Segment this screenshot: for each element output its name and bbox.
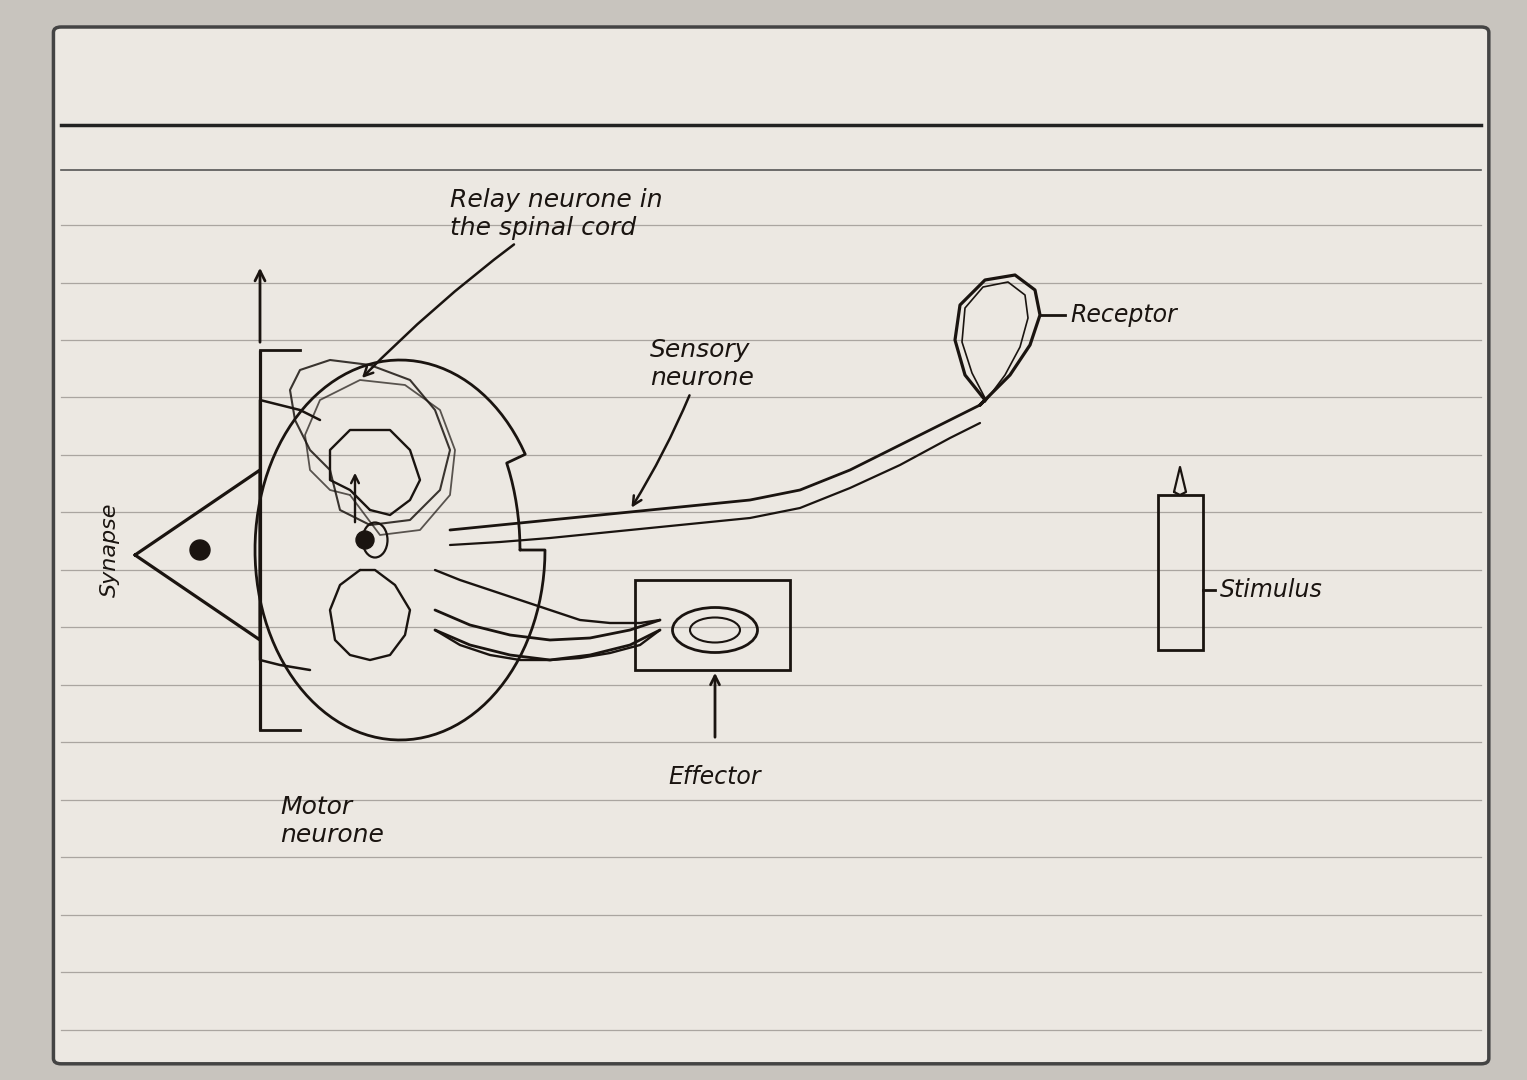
Bar — [1157, 495, 1202, 650]
Circle shape — [356, 531, 374, 549]
Text: Synapse: Synapse — [99, 503, 121, 597]
Text: Sensory
neurone: Sensory neurone — [632, 338, 754, 505]
Text: Receptor: Receptor — [1070, 303, 1177, 327]
Text: Motor
neurone: Motor neurone — [279, 795, 383, 847]
Circle shape — [189, 540, 211, 561]
Text: Relay neurone in
the spinal cord: Relay neurone in the spinal cord — [363, 188, 663, 376]
Bar — [635, 580, 789, 670]
Text: Effector: Effector — [669, 765, 762, 789]
Text: Stimulus: Stimulus — [1220, 578, 1322, 602]
